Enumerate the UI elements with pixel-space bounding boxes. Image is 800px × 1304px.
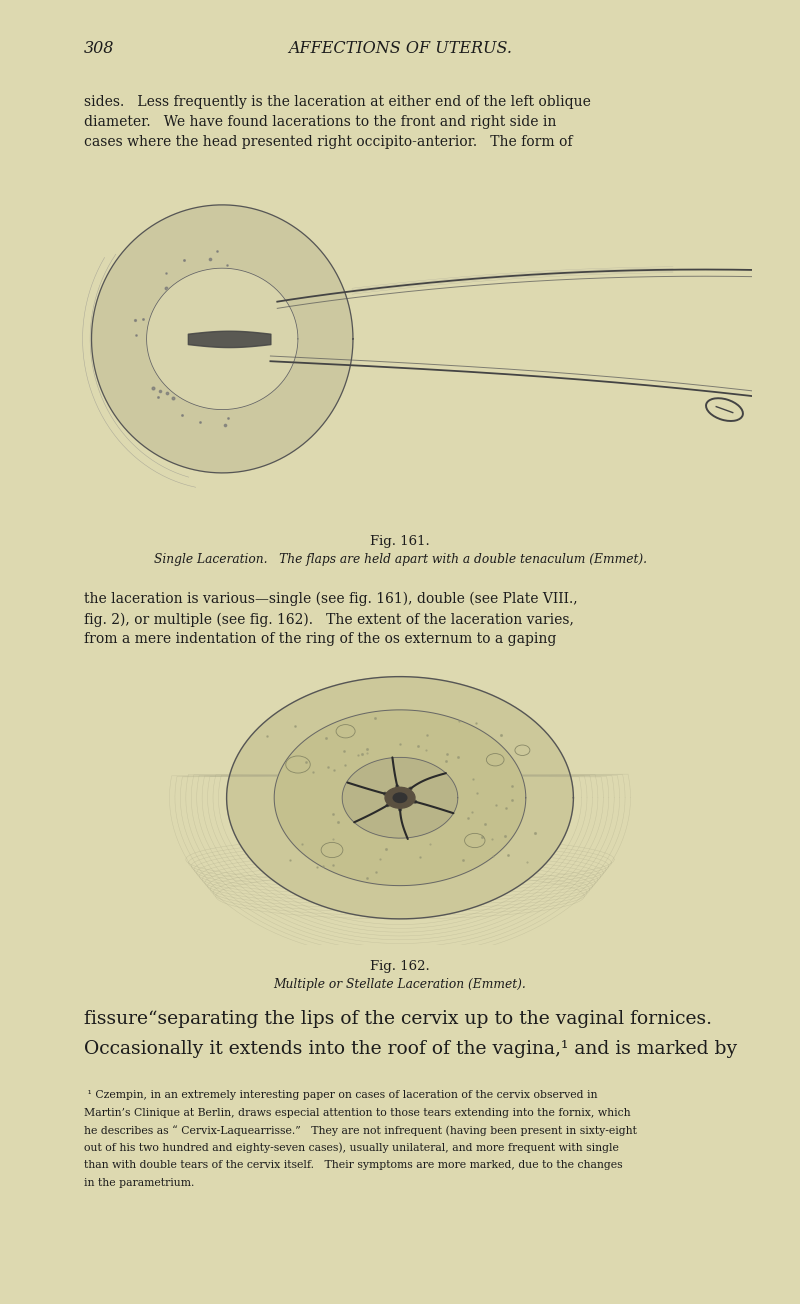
Text: Fig. 161.: Fig. 161. bbox=[370, 535, 430, 548]
Text: out of his two hundred and eighty-seven cases), usually unilateral, and more fre: out of his two hundred and eighty-seven … bbox=[84, 1142, 619, 1153]
Polygon shape bbox=[342, 758, 458, 838]
Text: ¹ Czempin, in an extremely interesting paper on cases of laceration of the cervi: ¹ Czempin, in an extremely interesting p… bbox=[84, 1090, 598, 1101]
Polygon shape bbox=[274, 709, 526, 885]
Text: fissure“separating the lips of the cervix up to the vaginal fornices.: fissure“separating the lips of the cervi… bbox=[84, 1011, 712, 1028]
Circle shape bbox=[385, 788, 415, 808]
Text: he describes as “ Cervix-Laquearrisse.”   They are not infrequent (having been p: he describes as “ Cervix-Laquearrisse.” … bbox=[84, 1125, 637, 1136]
Polygon shape bbox=[146, 269, 298, 409]
Text: Fig. 162.: Fig. 162. bbox=[370, 960, 430, 973]
Text: fig. 2), or multiple (see fig. 162).   The extent of the laceration varies,: fig. 2), or multiple (see fig. 162). The… bbox=[84, 612, 574, 627]
Text: Multiple or Stellate Laceration (Emmet).: Multiple or Stellate Laceration (Emmet). bbox=[274, 978, 526, 991]
Text: AFFECTIONS OF UTERUS.: AFFECTIONS OF UTERUS. bbox=[288, 40, 512, 57]
Text: the laceration is various—single (see fig. 161), double (see Plate VIII.,: the laceration is various—single (see fi… bbox=[84, 592, 578, 606]
Text: from a mere indentation of the ring of the os externum to a gaping: from a mere indentation of the ring of t… bbox=[84, 632, 556, 647]
Text: sides.   Less frequently is the laceration at either end of the left oblique: sides. Less frequently is the laceration… bbox=[84, 95, 591, 110]
Text: Single Laceration.   The flaps are held apart with a double tenaculum (Emmet).: Single Laceration. The flaps are held ap… bbox=[154, 553, 646, 566]
Polygon shape bbox=[226, 677, 574, 919]
Text: diameter.   We have found lacerations to the front and right side in: diameter. We have found lacerations to t… bbox=[84, 115, 556, 129]
Polygon shape bbox=[91, 205, 353, 473]
Text: Occasionally it extends into the roof of the vagina,¹ and is marked by: Occasionally it extends into the roof of… bbox=[84, 1041, 737, 1059]
Text: cases where the head presented right occipito-anterior.   The form of: cases where the head presented right occ… bbox=[84, 136, 573, 150]
Text: in the parametrium.: in the parametrium. bbox=[84, 1178, 194, 1188]
Text: Martin’s Clinique at Berlin, draws especial attention to those tears extending i: Martin’s Clinique at Berlin, draws espec… bbox=[84, 1107, 630, 1118]
Text: 308: 308 bbox=[84, 40, 114, 57]
Circle shape bbox=[394, 793, 407, 802]
Text: than with double tears of the cervix itself.   Their symptoms are more marked, d: than with double tears of the cervix its… bbox=[84, 1161, 622, 1170]
